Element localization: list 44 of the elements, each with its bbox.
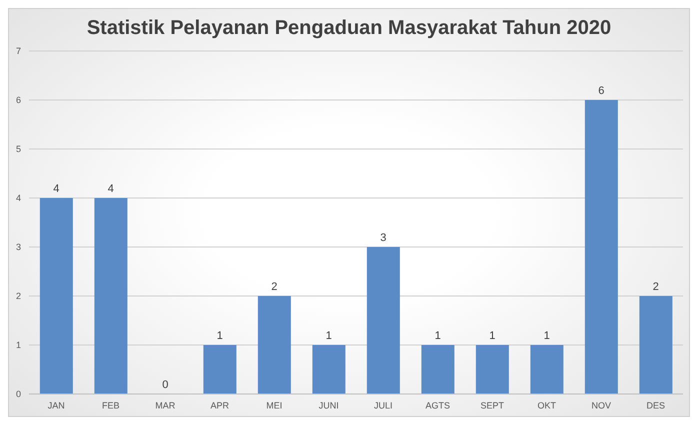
data-label: 4: [53, 183, 60, 195]
bar: [476, 345, 509, 394]
data-label: 1: [216, 330, 223, 342]
chart-title: Statistik Pelayanan Pengaduan Masyarakat Tahun 2020: [86, 16, 612, 41]
y-tick-label: 7: [16, 46, 21, 56]
x-tick-label: JUNI: [318, 400, 339, 410]
y-tick-label: 0: [16, 389, 21, 400]
x-tick-label: APR: [210, 400, 230, 410]
x-tick-label: OKT: [537, 400, 556, 410]
x-tick-label: NOV: [591, 400, 612, 410]
data-label: 1: [544, 330, 550, 342]
bar: [421, 345, 454, 394]
data-label: 2: [652, 281, 659, 293]
data-label: 0: [162, 379, 168, 391]
data-label: 6: [598, 85, 604, 97]
bar: [366, 247, 400, 394]
data-label: 1: [489, 330, 496, 342]
x-tick-label: DES: [646, 400, 666, 410]
bar: [530, 345, 564, 394]
y-tick-label: 1: [16, 340, 21, 350]
bar: [94, 198, 128, 394]
data-label: 1: [326, 330, 332, 342]
bar: [258, 296, 291, 394]
y-tick-label: 6: [16, 95, 21, 106]
bar: [203, 345, 236, 394]
y-tick-label: 4: [16, 193, 21, 204]
y-tick-label: 5: [16, 144, 21, 154]
data-label: 3: [380, 232, 386, 244]
x-tick-label: JAN: [48, 400, 65, 410]
data-label: 2: [271, 281, 278, 293]
x-tick-label: MAR: [155, 400, 176, 410]
data-label: 1: [434, 330, 441, 342]
bar: [40, 198, 73, 394]
x-tick-label: MEI: [266, 400, 282, 410]
bar: [312, 345, 346, 394]
x-tick-label: FEB: [102, 400, 120, 410]
bar: [639, 296, 672, 394]
x-tick-label: SEPT: [480, 400, 504, 410]
y-tick-label: 3: [16, 242, 21, 252]
bar: [584, 100, 618, 394]
x-tick-label: AGTS: [425, 400, 450, 410]
y-tick-label: 2: [16, 291, 21, 302]
data-label: 4: [108, 183, 114, 195]
x-tick-label: JULI: [374, 400, 393, 410]
